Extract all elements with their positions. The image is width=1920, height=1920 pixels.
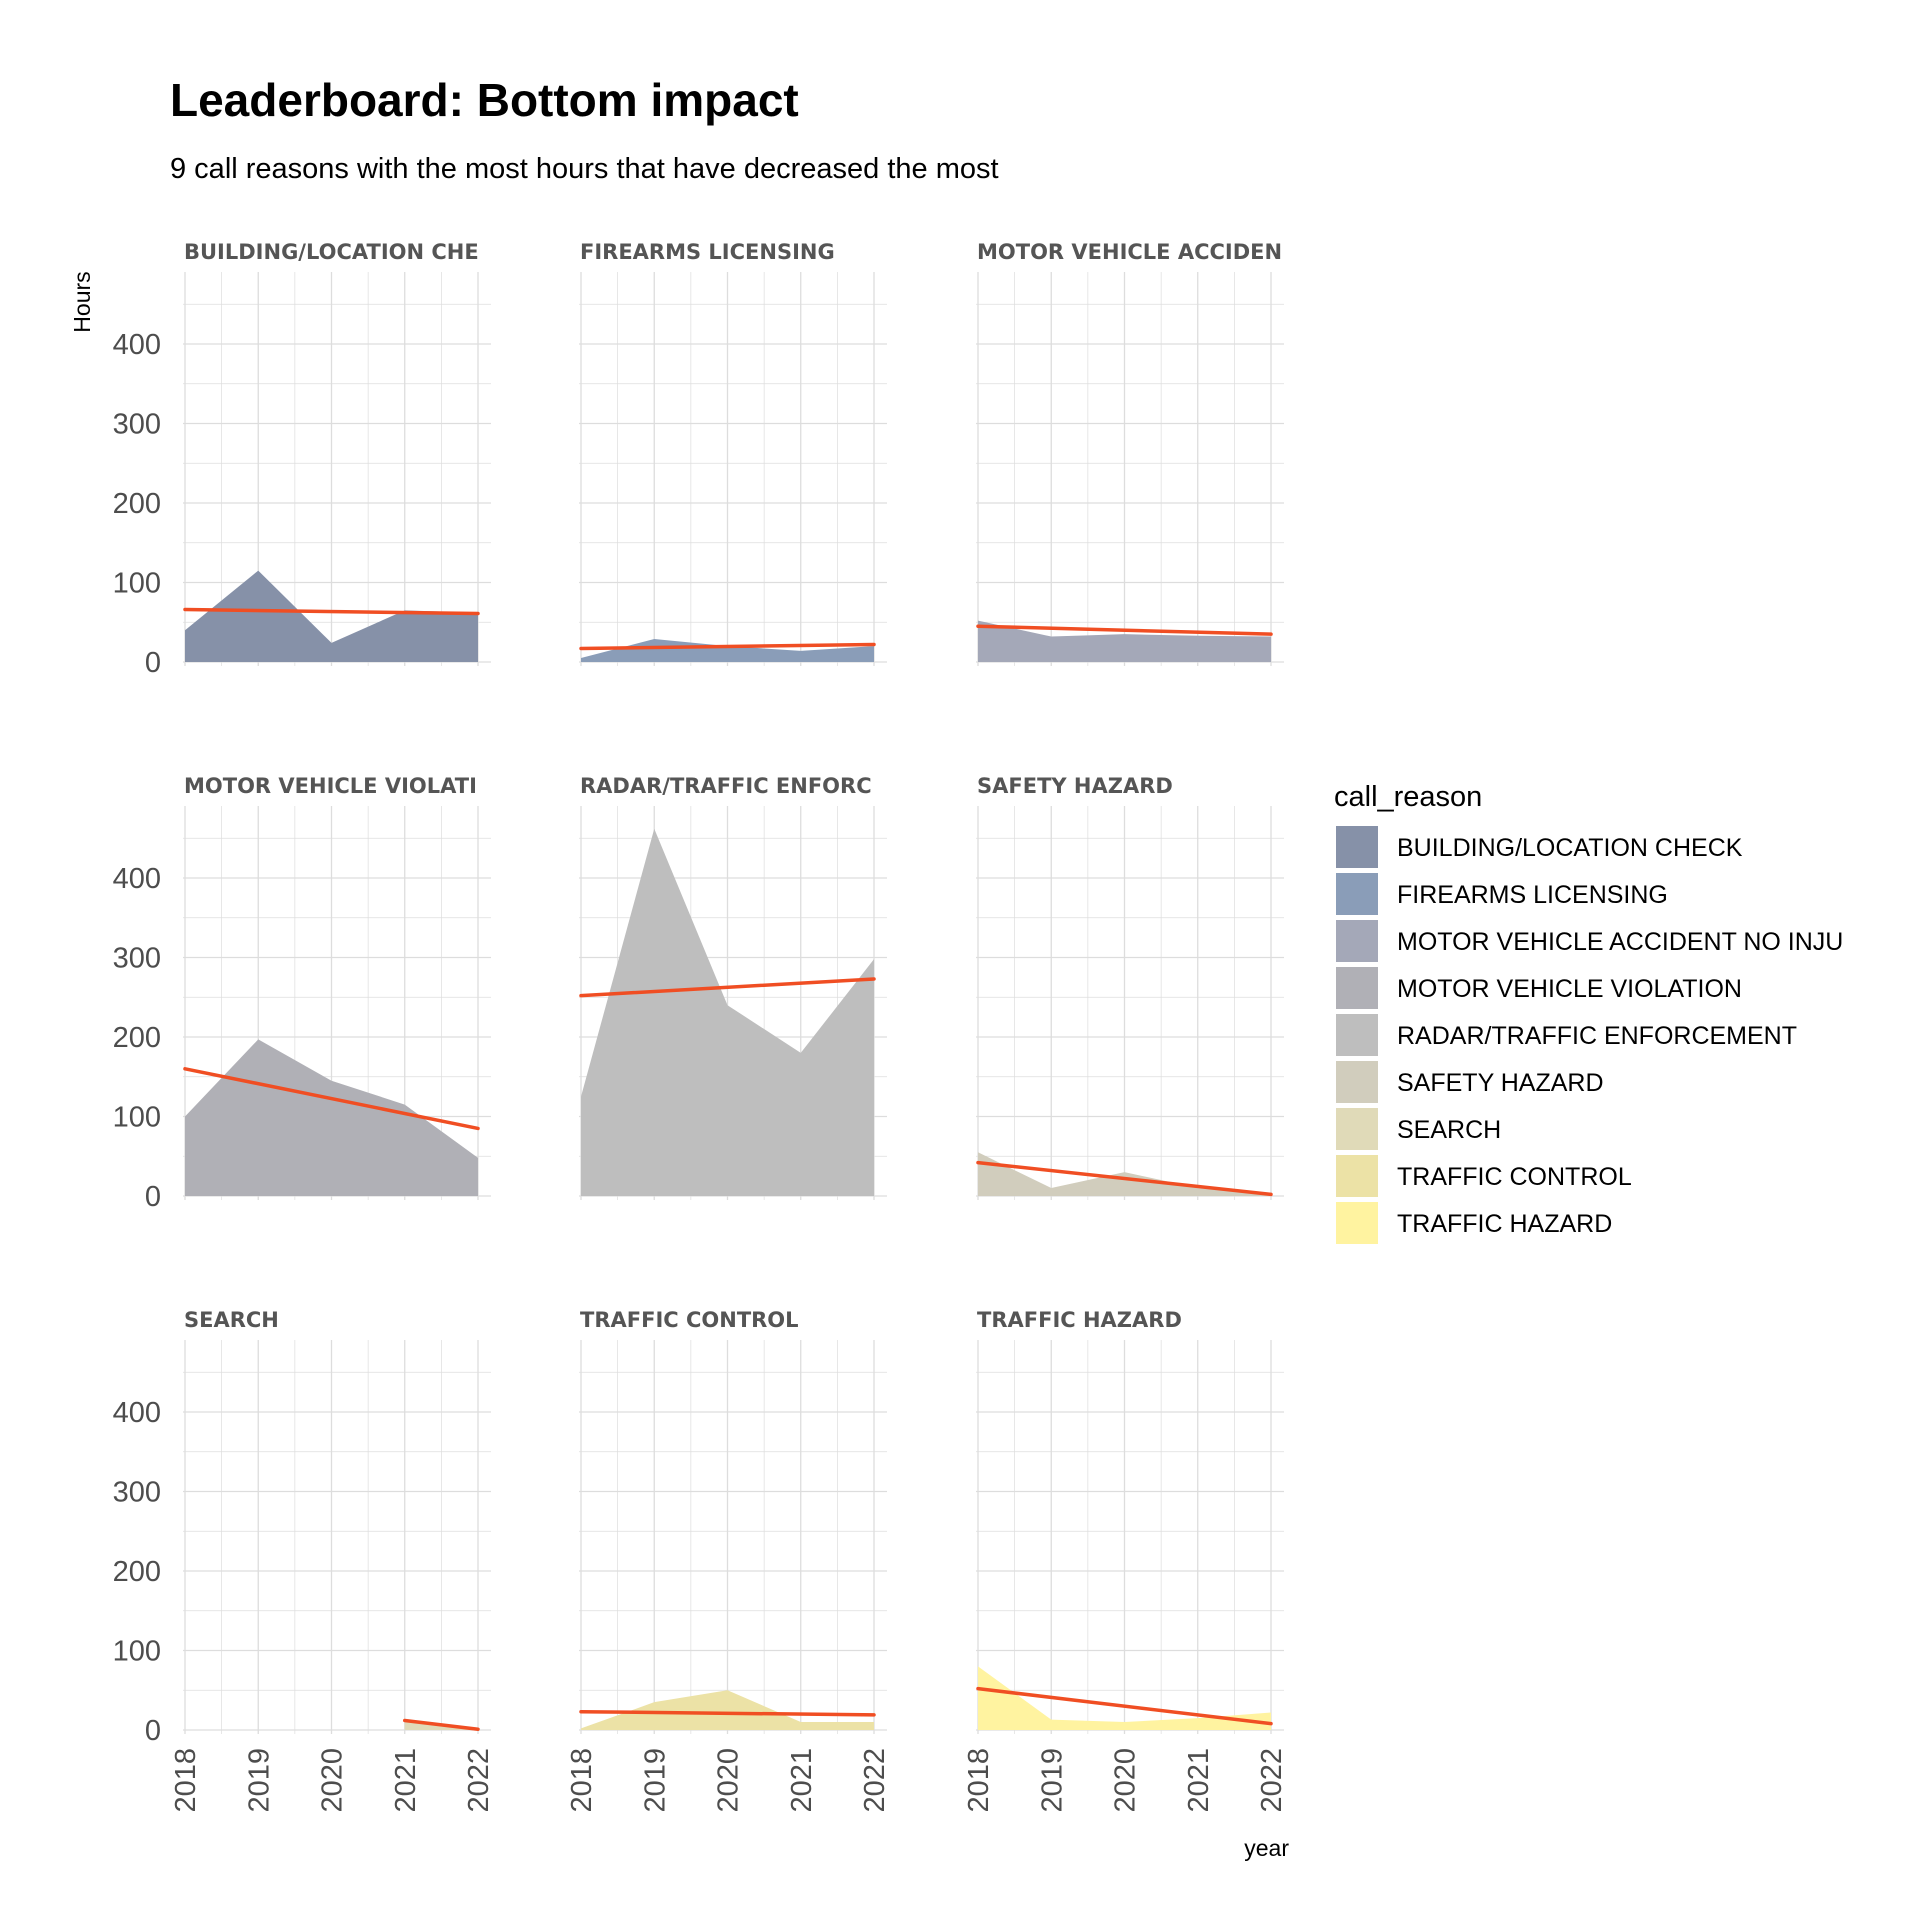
legend-swatch xyxy=(1336,1061,1378,1103)
legend-label: SAFETY HAZARD xyxy=(1397,1069,1604,1097)
facet-strip-label: SAFETY HAZARD xyxy=(977,774,1173,798)
y-tick-label: 100 xyxy=(113,568,161,600)
trend-line xyxy=(183,607,480,616)
legend-label: BUILDING/LOCATION CHECK xyxy=(1397,834,1743,862)
y-tick-label: 200 xyxy=(113,488,161,520)
x-tick-label: 2020 xyxy=(1110,1748,1142,1813)
facet-panel: TRAFFIC CONTROL xyxy=(579,1308,887,1734)
legend-label: TRAFFIC HAZARD xyxy=(1397,1210,1612,1238)
y-axis-label: Hours xyxy=(69,271,95,332)
legend-swatch xyxy=(1336,1155,1378,1197)
facet-panel: FIREARMS LICENSING xyxy=(579,240,887,666)
chart-title: Leaderboard: Bottom impact xyxy=(170,74,799,126)
facet-strip-label: TRAFFIC HAZARD xyxy=(977,1308,1182,1332)
legend-label: RADAR/TRAFFIC ENFORCEMENT xyxy=(1397,1022,1797,1050)
x-tick-label: 2018 xyxy=(566,1748,598,1813)
y-tick-label: 100 xyxy=(113,1102,161,1134)
trend-line xyxy=(183,1067,480,1131)
legend-title: call_reason xyxy=(1334,781,1482,813)
area-series xyxy=(978,1666,1271,1730)
y-tick-label: 300 xyxy=(113,1477,161,1509)
x-tick-label: 2019 xyxy=(243,1748,275,1813)
legend-swatch xyxy=(1336,967,1378,1009)
facet-panel: RADAR/TRAFFIC ENFORC xyxy=(579,774,887,1200)
area-series xyxy=(978,620,1271,662)
trend-line xyxy=(403,1718,480,1731)
legend-label: MOTOR VEHICLE VIOLATION xyxy=(1397,975,1742,1003)
area-series xyxy=(185,1039,478,1196)
facet-panel: SEARCH xyxy=(183,1308,491,1734)
facet-panel: MOTOR VEHICLE ACCIDEN xyxy=(976,240,1284,666)
area-series xyxy=(185,570,478,662)
legend-swatch xyxy=(1336,826,1378,868)
grid xyxy=(976,1340,1284,1734)
facet-strip-label: TRAFFIC CONTROL xyxy=(580,1308,799,1332)
legend-label: MOTOR VEHICLE ACCIDENT NO INJU xyxy=(1397,928,1843,956)
facet-strip-label: FIREARMS LICENSING xyxy=(580,240,835,264)
trend-line xyxy=(976,1160,1273,1197)
y-tick-label: 400 xyxy=(113,329,161,361)
x-tick-label: 2020 xyxy=(317,1748,349,1813)
grid xyxy=(976,806,1284,1200)
y-tick-label: 200 xyxy=(113,1556,161,1588)
y-tick-label: 200 xyxy=(113,1022,161,1054)
x-tick-label: 2021 xyxy=(390,1748,422,1813)
grid xyxy=(579,1340,887,1734)
facet-panel: MOTOR VEHICLE VIOLATI xyxy=(183,774,491,1200)
chart-subtitle: 9 call reasons with the most hours that … xyxy=(170,153,999,185)
facet-panel: SAFETY HAZARD xyxy=(976,774,1284,1200)
area-series xyxy=(581,828,874,1196)
area-series xyxy=(978,1152,1271,1196)
y-tick-label: 0 xyxy=(145,647,161,679)
legend-swatch xyxy=(1336,1108,1378,1150)
legend: call_reason BUILDING/LOCATION CHECK FIREA… xyxy=(1334,781,1843,1244)
y-tick-label: 0 xyxy=(145,1181,161,1213)
legend-swatch xyxy=(1336,1014,1378,1056)
trend-line xyxy=(579,1709,876,1717)
x-tick-label: 2018 xyxy=(963,1748,995,1813)
trend-line xyxy=(579,977,876,998)
y-tick-label: 300 xyxy=(113,943,161,975)
facet-panel: BUILDING/LOCATION CHE xyxy=(183,240,491,666)
grid xyxy=(183,1340,491,1734)
legend-label: FIREARMS LICENSING xyxy=(1397,881,1668,909)
x-tick-label: 2018 xyxy=(170,1748,202,1813)
x-tick-label: 2020 xyxy=(713,1748,745,1813)
x-tick-label: 2021 xyxy=(1183,1748,1215,1813)
x-axis-label: year xyxy=(1244,1835,1289,1861)
y-tick-label: 0 xyxy=(145,1715,161,1747)
x-tick-label: 2019 xyxy=(1036,1748,1068,1813)
x-tick-label: 2021 xyxy=(786,1748,818,1813)
area-series xyxy=(581,638,874,662)
area-series xyxy=(581,1690,874,1730)
trend-line xyxy=(579,642,876,651)
facet-strip-label: MOTOR VEHICLE ACCIDEN xyxy=(977,240,1282,264)
legend-swatch xyxy=(1336,873,1378,915)
x-tick-label: 2022 xyxy=(463,1748,495,1813)
y-tick-label: 400 xyxy=(113,1397,161,1429)
legend-label: SEARCH xyxy=(1397,1116,1501,1144)
trend-line xyxy=(976,624,1273,636)
facet-strip-label: RADAR/TRAFFIC ENFORC xyxy=(580,774,872,798)
facet-strip-label: BUILDING/LOCATION CHE xyxy=(184,240,479,264)
legend-label: TRAFFIC CONTROL xyxy=(1397,1163,1632,1191)
facet-panel: TRAFFIC HAZARD xyxy=(976,1308,1284,1734)
x-tick-label: 2022 xyxy=(1256,1748,1288,1813)
x-tick-label: 2022 xyxy=(859,1748,891,1813)
facet-strip-label: MOTOR VEHICLE VIOLATI xyxy=(184,774,477,798)
legend-swatch xyxy=(1336,920,1378,962)
trend-line xyxy=(976,1686,1273,1726)
y-tick-label: 100 xyxy=(113,1636,161,1668)
x-tick-label: 2019 xyxy=(639,1748,671,1813)
grid xyxy=(579,272,887,666)
facet-panels: BUILDING/LOCATION CHE FIREARMS LICENSING M… xyxy=(183,240,1284,1734)
legend-swatch xyxy=(1336,1202,1378,1244)
facet-strip-label: SEARCH xyxy=(184,1308,279,1332)
y-tick-label: 400 xyxy=(113,863,161,895)
y-tick-label: 300 xyxy=(113,409,161,441)
grid xyxy=(976,272,1284,666)
axes: 0 100 200 300 400 0 100 200 300 400 0 100 200 300 400 2… xyxy=(113,329,1288,1813)
